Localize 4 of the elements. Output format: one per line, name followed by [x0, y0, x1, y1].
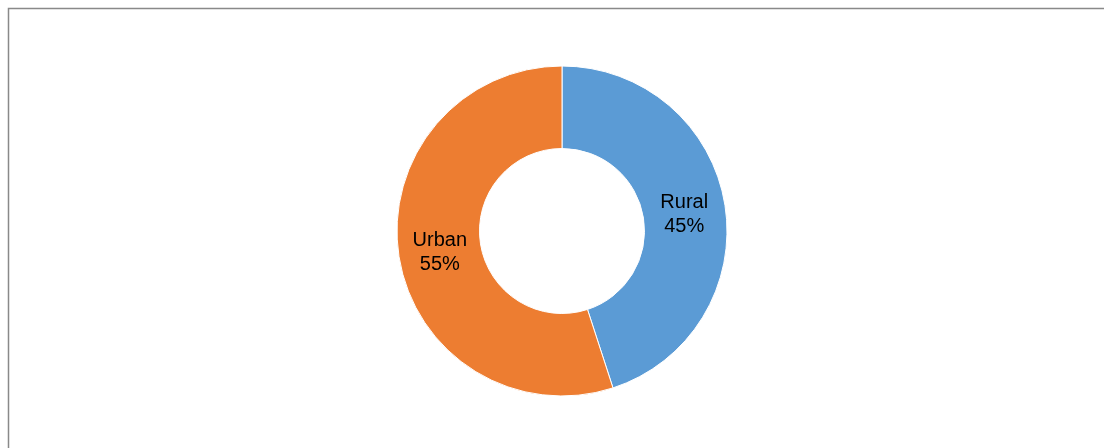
- slice-label: Rural: [660, 189, 709, 212]
- data-label: 45%: [664, 213, 705, 236]
- slice-label: Urban: [412, 228, 468, 251]
- data-label: 55%: [419, 252, 460, 275]
